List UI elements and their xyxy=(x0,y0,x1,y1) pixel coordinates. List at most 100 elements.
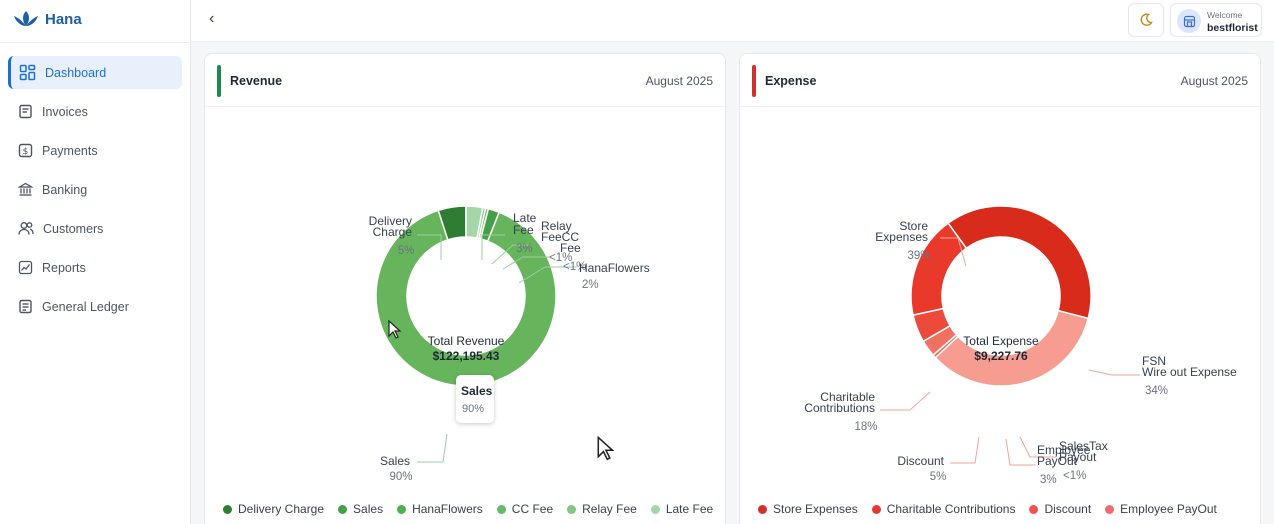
legend-item-sales[interactable]: Sales xyxy=(338,502,383,516)
legend-item-delivery-charge[interactable]: Delivery Charge xyxy=(223,502,324,516)
expense-pct-employee-payout: 3% xyxy=(1040,474,1057,486)
legend-dot xyxy=(338,504,348,514)
leader-line xyxy=(502,256,550,270)
ledger-icon xyxy=(19,299,32,314)
slice-charitable-contributions[interactable] xyxy=(910,222,968,316)
revenue-accent-bar xyxy=(217,65,221,97)
expense-pct-charitable: 18% xyxy=(854,421,877,433)
sidebar-item-banking[interactable]: Banking xyxy=(8,173,182,206)
invoice-icon xyxy=(19,104,32,119)
expense-pct-salestax: <1% xyxy=(1063,470,1086,482)
expense-label-employee-payout: Employee xyxy=(1037,443,1091,457)
legend-item-discount[interactable]: Discount xyxy=(1029,502,1091,516)
revenue-card-header: Revenue August 2025 xyxy=(205,54,725,107)
legend-label: HanaFlowers xyxy=(412,502,483,516)
revenue-pct-relay-fee: <1% xyxy=(549,252,572,264)
sidebar-item-general-ledger[interactable]: General Ledger xyxy=(8,290,182,323)
leader-line xyxy=(417,433,448,463)
expense-accent-bar xyxy=(752,65,756,97)
expense-label-store: Store xyxy=(899,219,928,233)
expense-pct-discount: 5% xyxy=(930,471,947,483)
tooltip-value: 90% xyxy=(462,403,485,415)
collapse-sidebar-button[interactable]: ‹ xyxy=(209,10,215,27)
slice-sales[interactable] xyxy=(375,209,557,387)
customers-icon xyxy=(18,222,34,235)
revenue-pct-delivery: 5% xyxy=(398,245,415,257)
legend-label: Relay Fee xyxy=(582,502,637,516)
legend-label: Employee PayOut xyxy=(1120,502,1217,516)
revenue-pct-late-fee: 3% xyxy=(516,243,533,255)
leader-line xyxy=(940,237,967,267)
moon-icon xyxy=(1140,13,1153,26)
expense-center-label: Total Expense xyxy=(963,334,1039,348)
revenue-card: Revenue August 2025 Total Revenue $122,1… xyxy=(204,53,726,524)
svg-text:$: $ xyxy=(23,147,29,157)
revenue-title: Revenue xyxy=(230,74,283,88)
sidebar-item-dashboard[interactable]: Dashboard xyxy=(8,56,182,89)
sidebar-item-reports[interactable]: Reports xyxy=(8,251,182,284)
legend-item-relay-fee[interactable]: Relay Fee xyxy=(567,502,637,516)
expense-center-value: $9,227.76 xyxy=(974,349,1028,363)
sidebar-item-invoices[interactable]: Invoices xyxy=(8,95,182,128)
sidebar-item-payments[interactable]: $ Payments xyxy=(8,134,182,167)
sidebar-item-customers[interactable]: Customers xyxy=(8,212,182,245)
sidebar-item-label: Payments xyxy=(42,143,98,158)
sidebar-item-label: Reports xyxy=(42,260,86,275)
legend-dot xyxy=(496,504,506,514)
legend-label: CC Fee xyxy=(511,502,554,516)
leader-line xyxy=(1005,438,1036,466)
expense-label-fsn: FSN xyxy=(1142,354,1166,368)
legend-label: Delivery Charge xyxy=(238,502,325,516)
bank-icon xyxy=(18,182,33,196)
legend-item-hanaflowers[interactable]: HanaFlowers xyxy=(397,502,483,516)
expense-label-employee-payout: PayOut xyxy=(1037,454,1078,468)
legend-item-charitable-contributions[interactable]: Charitable Contributions xyxy=(871,502,1016,516)
revenue-label-cc-fee: Fee xyxy=(560,241,581,255)
expense-donut-chart[interactable]: Total Expense $9,227.76 Store Expenses 3… xyxy=(740,107,1262,497)
sidebar: Hana Dashboard Invoices $ Payments Banki… xyxy=(0,0,191,524)
revenue-period: August 2025 xyxy=(645,74,713,88)
expense-label-charitable: Charitable xyxy=(820,390,875,404)
leader-line xyxy=(417,234,442,260)
legend-item-employee-payout[interactable]: Employee PayOut xyxy=(1105,502,1217,516)
legend-label: Late Fee xyxy=(665,502,714,516)
revenue-donut-chart[interactable]: Total Revenue $122,195.43 Delivery Charg… xyxy=(205,107,727,497)
legend-dot xyxy=(397,504,407,514)
dashboard-icon xyxy=(19,64,36,81)
revenue-label-late-fee: Fee xyxy=(513,223,534,237)
brand[interactable]: Hana xyxy=(12,10,82,28)
leader-line xyxy=(1019,436,1056,458)
legend-label: Charitable Contributions xyxy=(886,502,1016,516)
expense-card-header: Expense August 2025 xyxy=(740,54,1260,107)
sidebar-divider xyxy=(0,42,191,43)
theme-toggle-button[interactable] xyxy=(1128,3,1164,37)
expense-pct-store: 39% xyxy=(907,250,930,262)
revenue-label-late-fee: Late xyxy=(513,211,537,225)
store-icon xyxy=(1183,15,1195,27)
top-bar: ‹ Welcome bestflorist xyxy=(191,0,1274,42)
expense-label-salestax: SalesTax xyxy=(1059,439,1108,453)
leader-line xyxy=(1088,369,1140,376)
legend-item-cc-fee[interactable]: CC Fee xyxy=(496,502,554,516)
user-menu[interactable]: Welcome bestflorist xyxy=(1170,3,1262,37)
sidebar-nav: Dashboard Invoices $ Payments Banking Cu… xyxy=(8,56,182,329)
slice-fsn-wire-out-expense[interactable] xyxy=(934,309,1090,387)
revenue-label-delivery: Delivery xyxy=(369,214,412,228)
leader-line xyxy=(880,391,931,411)
mouse-cursor-icon xyxy=(388,320,402,339)
sidebar-item-label: General Ledger xyxy=(42,299,129,314)
username: bestflorist xyxy=(1207,22,1258,34)
sidebar-item-label: Dashboard xyxy=(45,65,107,80)
leader-line xyxy=(518,266,577,284)
brand-name: Hana xyxy=(45,10,82,28)
legend-label: Store Expenses xyxy=(773,502,858,516)
revenue-pct-cc-fee: <1% xyxy=(563,261,586,273)
legend-item-store-expenses[interactable]: Store Expenses xyxy=(758,502,858,516)
payments-icon: $ xyxy=(18,143,33,158)
legend-dot xyxy=(758,504,767,514)
legend-item-late-fee[interactable]: Late Fee xyxy=(650,502,714,516)
expense-label-salestax: Payout xyxy=(1059,450,1097,464)
leader-line xyxy=(950,436,980,464)
revenue-center-value: $122,195.43 xyxy=(433,349,500,363)
slice-store-expenses[interactable] xyxy=(947,205,1092,320)
